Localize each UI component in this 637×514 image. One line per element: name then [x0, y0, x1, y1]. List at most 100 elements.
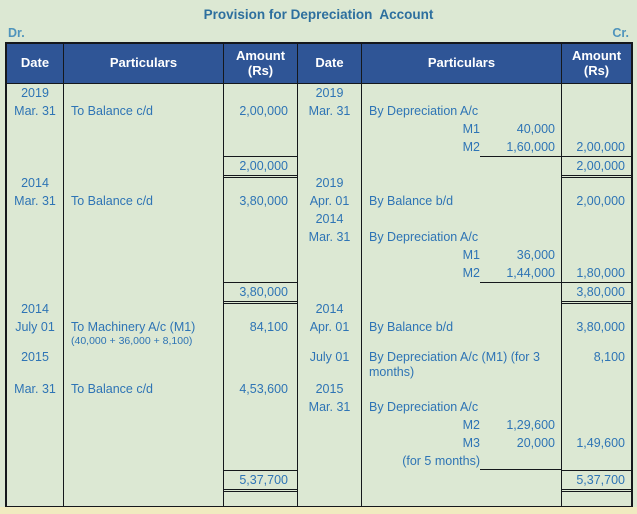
ledger-row: Mar. 31 By Depreciation A/c: [7, 398, 631, 416]
right-particulars-cell: [362, 300, 562, 318]
right-amount-cell: [562, 300, 631, 318]
right-date-cell: Mar. 31: [298, 102, 362, 120]
right-particulars-cell: M1 36,000: [362, 246, 562, 264]
left-date-cell: Mar. 31: [7, 102, 64, 120]
left-particulars-cell: [64, 246, 224, 264]
right-date-cell: 2019: [298, 84, 362, 102]
right-date-cell: [298, 156, 362, 178]
header-amount-right: Amount (Rs): [571, 47, 622, 78]
ledger-row: Mar. 31 To Balance c/d 2,00,000 Mar. 31 By D…: [7, 102, 631, 120]
left-particulars-cell: [64, 228, 224, 246]
ledger-row: (40,000 + 36,000 + 8,100): [7, 336, 631, 348]
left-date-cell: [7, 156, 64, 178]
right-amount-cell: 8,100: [593, 350, 625, 364]
left-amount-cell: [224, 264, 298, 283]
right-particulars-cell: By Depreciation A/c (M1) (for 3: [362, 348, 562, 366]
header-particulars-left: Particulars: [64, 44, 224, 83]
machine-label: M2: [462, 140, 480, 154]
left-date-cell: [7, 228, 64, 246]
ledger-row: months): [7, 366, 631, 380]
left-particulars-cell: [64, 470, 224, 492]
right-date-cell: [298, 488, 362, 506]
right-date-cell: [298, 120, 362, 138]
header-particulars-right: Particulars: [362, 44, 562, 83]
right-date-cell: [298, 434, 362, 452]
left-particulars-cell: [64, 300, 224, 318]
ledger-row: 2014: [7, 210, 631, 228]
right-date-cell: Apr. 01: [298, 192, 362, 210]
right-amount-cell: [562, 102, 631, 120]
machine-sub-amount: 20,000: [516, 436, 555, 450]
left-amount-cell: 3,80,000: [224, 282, 298, 304]
machine-label: M2: [462, 266, 480, 280]
right-amount-cell: [562, 416, 631, 434]
machine-sub-amount: 40,000: [516, 122, 555, 136]
ledger-row: M1 36,000: [7, 246, 631, 264]
right-particulars-cell: [362, 470, 562, 492]
header-date-left: Date: [7, 44, 64, 83]
machine-label: M1: [462, 248, 480, 262]
ledger-row: 5,37,700 5,37,700: [7, 470, 631, 492]
left-date-cell: [7, 138, 64, 157]
ledger-row: July 01 To Machinery A/c (M1) 84,100 Apr. 0…: [7, 318, 631, 336]
left-amount-cell: [224, 228, 298, 246]
header-amount-left: Amount (Rs): [224, 44, 298, 83]
left-amount-cell: [224, 174, 298, 192]
ledger-body: 2019 2019 Mar. 31 To Balance c/d 2,00,000 Mar…: [7, 84, 631, 506]
right-particulars-cell: [362, 488, 562, 506]
left-date-cell: [7, 470, 64, 492]
left-amount-cell: [224, 434, 298, 452]
right-particulars-cell: [362, 210, 562, 228]
machine-label: M2: [462, 418, 480, 432]
right-particulars-cell: By Depreciation A/c: [362, 228, 562, 246]
left-amount-cell: 3,80,000: [224, 192, 298, 210]
right-date-cell: [298, 366, 362, 380]
left-date-cell: [7, 366, 64, 380]
left-particulars-cell: [64, 210, 224, 228]
right-amount-cell: 2,00,000: [562, 156, 631, 178]
left-amount-cell: 2,00,000: [224, 156, 298, 178]
left-date-cell: 2014: [7, 174, 64, 192]
right-particulars-cell: By Depreciation A/c: [362, 102, 562, 120]
header-date-right: Date: [298, 44, 362, 83]
right-amount-cell: [562, 228, 631, 246]
left-date-cell: [7, 336, 64, 348]
provision-depreciation-table: Date Particulars Amount (Rs) Date Particu…: [5, 42, 633, 508]
ledger-row: 2019 2019: [7, 84, 631, 102]
right-amount-cell: 3,80,000: [576, 320, 625, 334]
left-particulars-cell: To Balance c/d: [64, 380, 224, 398]
ledger-row: M3 20,000 1,49,600: [7, 434, 631, 452]
right-date-cell: Mar. 31: [298, 398, 362, 416]
right-particulars-cell: By Balance b/d: [362, 318, 562, 336]
left-amount-cell: [224, 300, 298, 318]
right-particulars-cell: [362, 174, 562, 192]
ledger-row: (for 5 months): [7, 452, 631, 470]
ledger-row: Mar. 31 To Balance c/d 3,80,000 Apr. 01 By B…: [7, 192, 631, 210]
left-amount-cell: [224, 452, 298, 470]
left-particulars-cell: [64, 452, 224, 470]
right-particulars-cell: By Depreciation A/c: [362, 398, 562, 416]
left-particulars-cell: To Balance c/d: [64, 192, 224, 210]
right-date-cell: 2019: [298, 174, 362, 192]
right-date-cell: 2015: [298, 380, 362, 398]
table-header-row: Date Particulars Amount (Rs) Date Particu…: [7, 44, 631, 84]
left-date-cell: July 01: [7, 318, 64, 336]
left-date-cell: [7, 120, 64, 138]
ledger-row: [7, 488, 631, 506]
right-amount-cell: [562, 380, 631, 398]
left-amount-cell: 84,100: [224, 318, 298, 336]
right-date-cell: 2014: [298, 210, 362, 228]
machine-sub-amount: 36,000: [516, 248, 555, 262]
right-amount-cell: [562, 174, 631, 192]
left-particulars-cell: [64, 348, 224, 366]
left-date-cell: [7, 246, 64, 264]
left-particulars-cell: [64, 416, 224, 434]
left-particulars-cell: [64, 264, 224, 283]
left-amount-cell: 4,53,600: [224, 380, 298, 398]
dr-label: Dr.: [8, 26, 25, 40]
left-date-cell: 2019: [7, 84, 64, 102]
left-amount-cell: [224, 336, 298, 348]
right-date-cell: [298, 264, 362, 283]
right-date-cell: [298, 336, 362, 348]
